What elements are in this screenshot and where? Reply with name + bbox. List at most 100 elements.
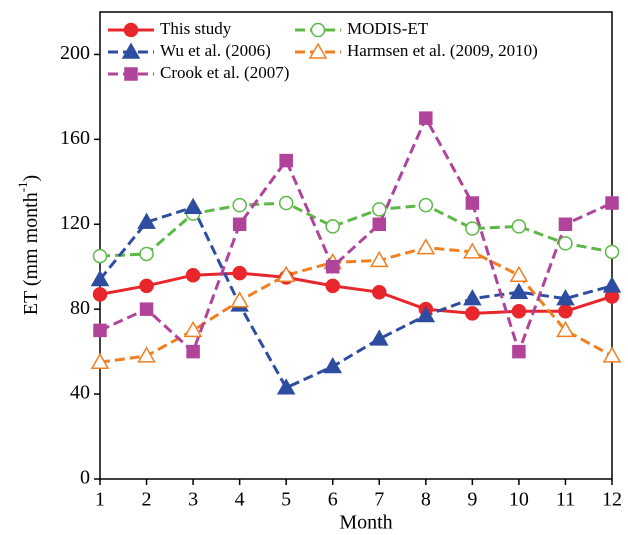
marker <box>92 248 108 264</box>
y-label-superscript: -1 <box>15 181 30 192</box>
marker <box>90 269 110 287</box>
legend: This study MODIS-ET Wu et al. (2006) Harmse… <box>108 19 538 82</box>
x-tick-label: 8 <box>421 489 431 511</box>
x-tick-label: 4 <box>235 489 245 511</box>
legend-label: MODIS-ET <box>347 19 429 38</box>
marker <box>465 196 480 210</box>
marker <box>602 276 622 293</box>
marker <box>463 289 482 306</box>
legend-item: This study <box>108 19 232 38</box>
legend-label: This study <box>160 19 232 38</box>
y-label-suffix: ) <box>20 175 42 182</box>
marker <box>183 320 203 338</box>
marker <box>186 344 200 359</box>
marker <box>325 259 340 274</box>
y-tick-label: 40 <box>70 382 90 404</box>
marker <box>232 197 247 213</box>
marker <box>465 306 480 321</box>
marker <box>372 202 387 217</box>
x-tick-label: 7 <box>374 489 384 511</box>
marker <box>418 197 434 213</box>
series-line <box>99 271 613 315</box>
legend-marker <box>121 42 141 59</box>
marker <box>137 212 156 229</box>
x-tick-label: 5 <box>281 489 291 511</box>
x-tick-label: 6 <box>328 489 338 511</box>
marker <box>511 304 527 319</box>
marker <box>372 217 387 232</box>
x-tick-label: 3 <box>188 489 198 511</box>
marker <box>139 246 154 262</box>
marker <box>92 287 108 302</box>
marker <box>558 217 573 232</box>
x-tick-label: 12 <box>602 489 622 511</box>
y-tick-label: 200 <box>60 42 90 64</box>
marker <box>605 196 619 210</box>
x-tick-label: 1 <box>95 489 105 511</box>
marker <box>558 304 573 319</box>
y-tick-label: 120 <box>60 212 90 234</box>
marker <box>416 238 436 255</box>
series-line <box>99 114 613 357</box>
x-axis-label: Month <box>339 512 392 534</box>
x-tick-label: 10 <box>509 489 529 511</box>
marker <box>232 217 247 232</box>
marker <box>139 302 154 316</box>
legend-marker <box>308 42 328 59</box>
legend-label: Crook et al. (2007) <box>160 63 289 82</box>
x-tick-label: 2 <box>142 489 152 511</box>
marker <box>232 265 247 281</box>
marker <box>509 265 529 282</box>
marker <box>93 323 107 338</box>
marker <box>369 250 389 268</box>
marker <box>279 153 293 168</box>
x-tick-label: 9 <box>467 489 477 511</box>
x-tick-label: 11 <box>556 489 575 511</box>
marker <box>137 346 156 363</box>
marker <box>509 282 529 299</box>
series-line <box>99 246 613 364</box>
marker <box>372 284 387 300</box>
marker <box>325 219 340 234</box>
marker <box>183 197 203 215</box>
marker <box>465 221 480 236</box>
y-label-text: ET (mm month <box>20 192 42 315</box>
marker <box>556 289 575 306</box>
marker <box>276 265 296 282</box>
marker <box>602 346 622 363</box>
marker <box>278 195 294 211</box>
series-line <box>98 205 613 390</box>
marker <box>419 111 433 125</box>
legend-label: Wu et al. (2006) <box>160 41 271 60</box>
legend-item: Crook et al. (2007) <box>108 63 289 82</box>
legend-item: Harmsen et al. (2009, 2010) <box>295 41 538 60</box>
marker <box>276 378 296 395</box>
y-tick-label: 80 <box>70 297 90 319</box>
marker <box>463 242 482 259</box>
marker <box>325 278 340 294</box>
legend-marker <box>123 22 139 38</box>
marker <box>185 267 201 283</box>
y-tick-label: 0 <box>80 467 90 489</box>
marker <box>230 291 249 308</box>
plot-frame <box>99 11 613 480</box>
marker <box>556 320 575 338</box>
legend-marker <box>124 67 138 81</box>
marker <box>558 236 573 251</box>
marker <box>90 352 110 369</box>
legend-marker <box>310 22 326 38</box>
series-line <box>99 201 613 258</box>
marker <box>416 306 436 323</box>
marker <box>139 278 154 294</box>
marker <box>512 344 526 359</box>
legend-label: Harmsen et al. (2009, 2010) <box>347 41 538 60</box>
marker <box>369 329 389 346</box>
y-tick-label: 160 <box>60 127 90 149</box>
legend-item: MODIS-ET <box>295 19 429 38</box>
marker <box>511 219 527 234</box>
legend-item: Wu et al. (2006) <box>108 41 271 60</box>
y-axis-label: ET (mm month-1) <box>15 175 42 315</box>
marker <box>323 356 343 374</box>
marker <box>604 244 620 260</box>
